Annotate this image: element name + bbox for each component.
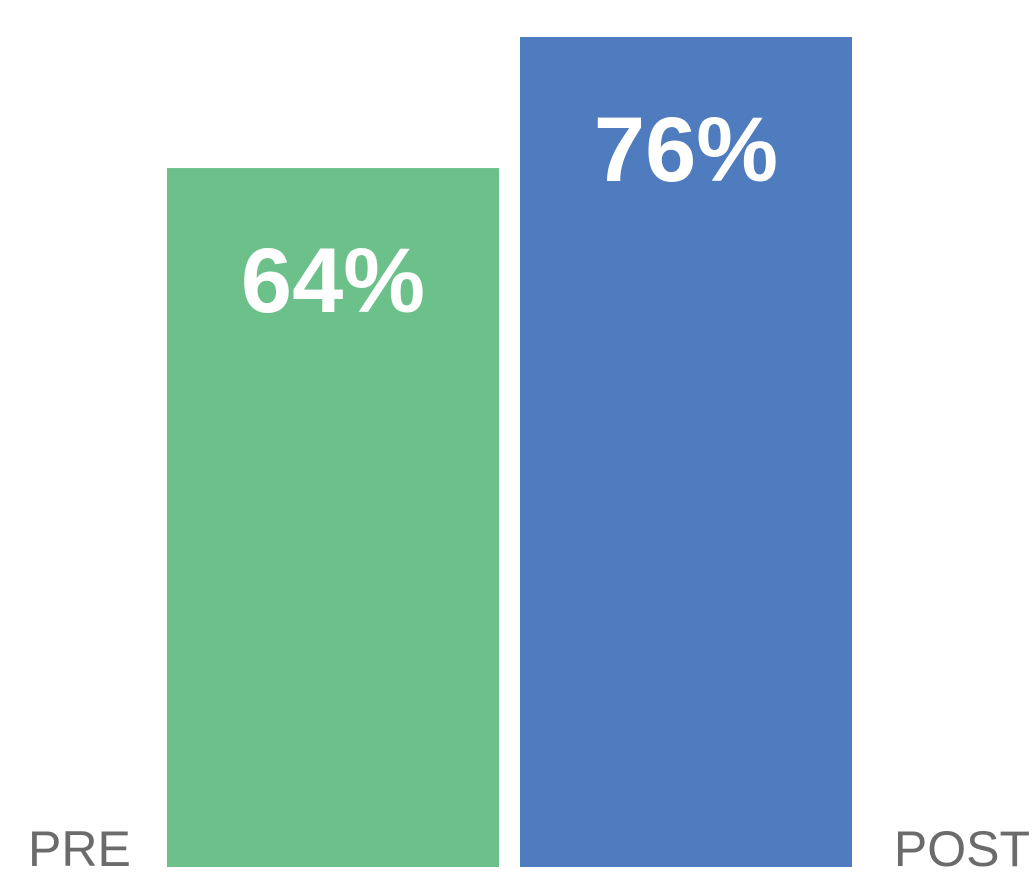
category-label: PRE bbox=[28, 821, 131, 872]
bar bbox=[520, 37, 852, 867]
value-label: 64% bbox=[241, 230, 425, 332]
value-label: 76% bbox=[594, 99, 778, 201]
category-label: POST bbox=[894, 821, 1030, 872]
bar bbox=[167, 168, 499, 868]
